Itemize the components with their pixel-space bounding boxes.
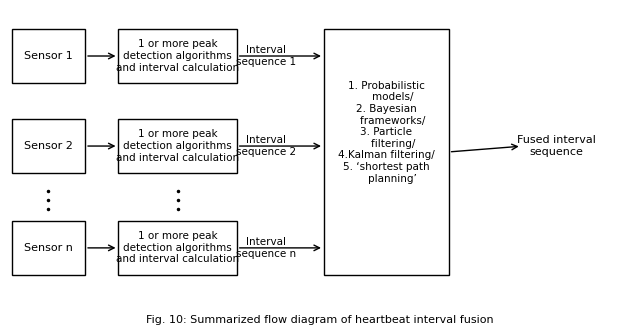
Bar bbox=[12, 29, 85, 83]
Text: Interval
sequence n: Interval sequence n bbox=[236, 237, 296, 259]
Text: Sensor 2: Sensor 2 bbox=[24, 141, 73, 151]
Text: 1 or more peak
detection algorithms
and interval calculation: 1 or more peak detection algorithms and … bbox=[116, 130, 239, 163]
Bar bbox=[118, 119, 237, 173]
Text: Interval
sequence 1: Interval sequence 1 bbox=[236, 45, 296, 67]
Text: Sensor 1: Sensor 1 bbox=[24, 51, 73, 61]
Text: Interval
sequence 2: Interval sequence 2 bbox=[236, 135, 296, 157]
Text: 1 or more peak
detection algorithms
and interval calculation: 1 or more peak detection algorithms and … bbox=[116, 231, 239, 264]
Bar bbox=[12, 220, 85, 275]
Bar bbox=[118, 220, 237, 275]
Text: 1 or more peak
detection algorithms
and interval calculation: 1 or more peak detection algorithms and … bbox=[116, 39, 239, 72]
Text: 1. Probabilistic
    models/
2. Bayesian
    frameworks/
3. Particle
    filteri: 1. Probabilistic models/ 2. Bayesian fra… bbox=[338, 81, 435, 184]
Bar bbox=[118, 29, 237, 83]
Bar bbox=[12, 119, 85, 173]
Text: Sensor n: Sensor n bbox=[24, 243, 73, 253]
Text: Fused interval
sequence: Fused interval sequence bbox=[517, 135, 596, 157]
Bar bbox=[324, 29, 449, 275]
Text: Fig. 10: Summarized flow diagram of heartbeat interval fusion: Fig. 10: Summarized flow diagram of hear… bbox=[146, 315, 494, 325]
